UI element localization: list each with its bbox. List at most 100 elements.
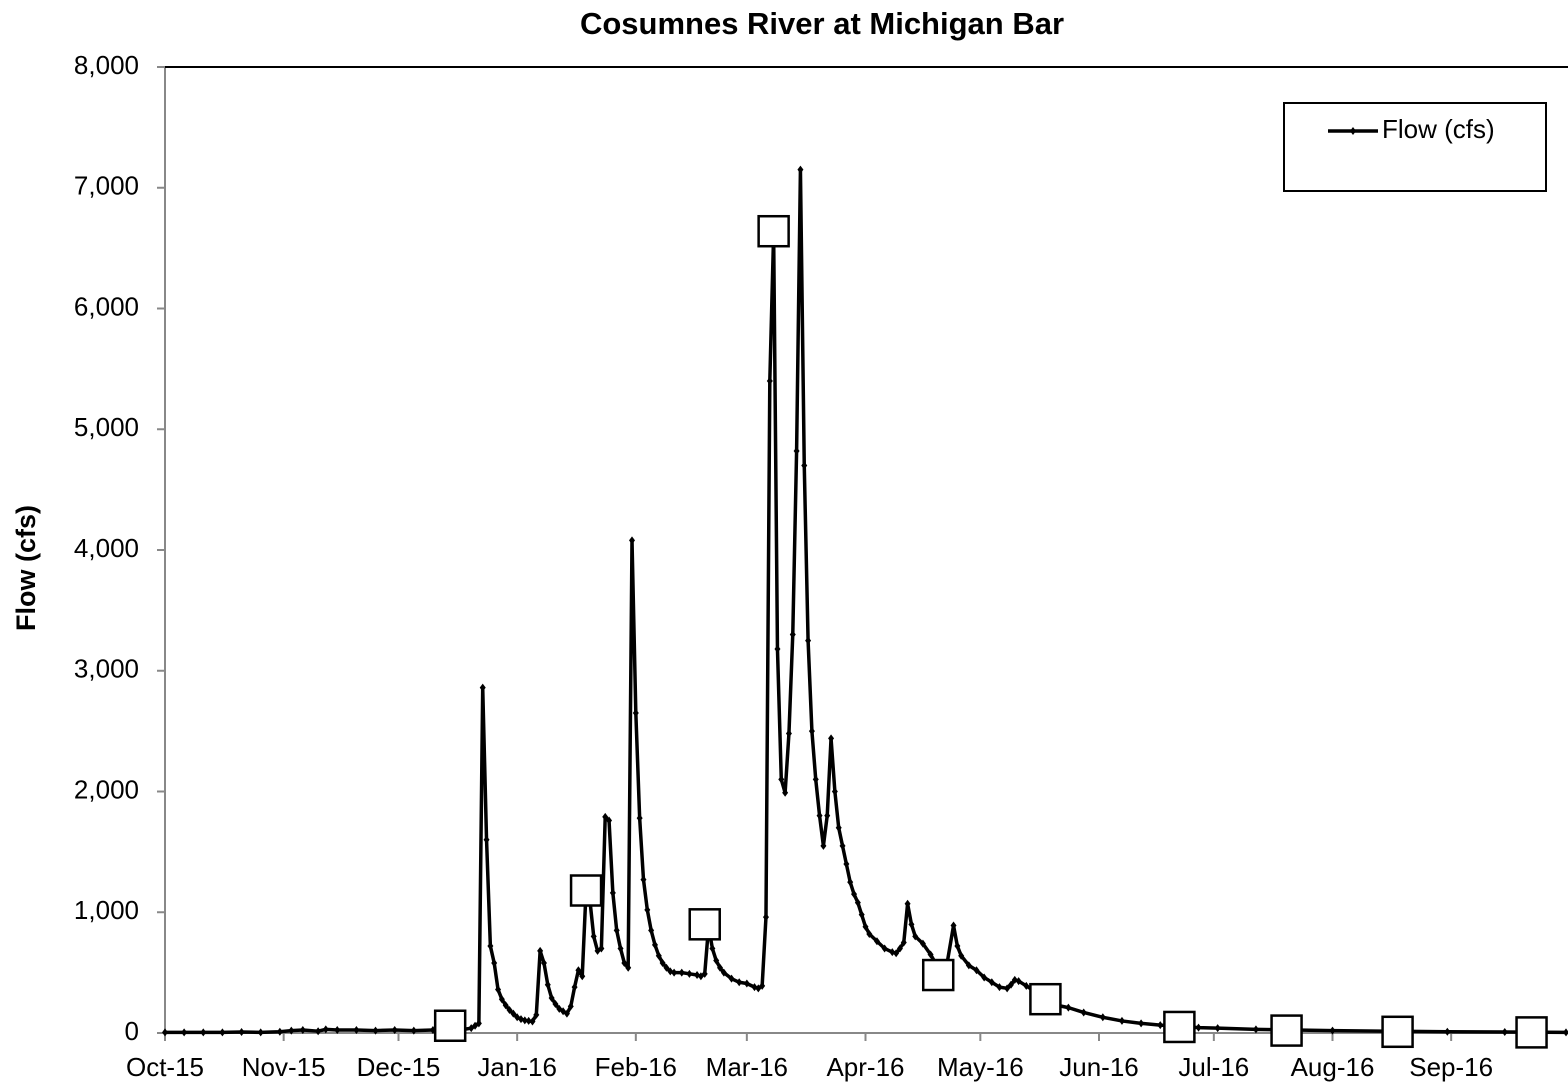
point-marker — [828, 734, 835, 743]
point-marker — [843, 859, 850, 868]
flow-line — [165, 167, 1567, 1035]
legend-marker — [1350, 127, 1356, 135]
point-marker — [659, 958, 666, 967]
point-marker — [835, 823, 842, 832]
point-marker — [487, 942, 494, 951]
point-marker — [632, 709, 639, 718]
x-tick-label: Apr-16 — [826, 1052, 904, 1082]
point-marker — [575, 966, 582, 975]
point-marker — [981, 973, 988, 982]
point-marker — [919, 939, 926, 948]
point-marker — [1004, 984, 1011, 993]
point-marker — [299, 1025, 306, 1034]
y-tick-label: 6,000 — [74, 291, 139, 321]
x-tick-label: Jun-16 — [1059, 1052, 1139, 1082]
point-marker — [958, 951, 965, 960]
point-marker — [334, 1025, 341, 1034]
point-marker — [315, 1027, 322, 1036]
point-marker — [736, 978, 743, 987]
square-marker — [569, 874, 603, 907]
point-marker — [219, 1028, 226, 1037]
point-marker — [636, 814, 643, 823]
point-marker — [238, 1028, 245, 1037]
point-marker — [839, 841, 846, 850]
point-marker — [950, 921, 957, 930]
point-marker — [625, 963, 632, 972]
point-marker — [479, 683, 486, 692]
legend-box — [1283, 102, 1547, 192]
point-marker — [1065, 1003, 1072, 1012]
point-marker — [873, 937, 880, 946]
point-marker — [529, 1017, 536, 1026]
point-marker — [896, 944, 903, 953]
x-tick-label: Nov-15 — [242, 1052, 326, 1082]
point-marker — [372, 1026, 379, 1035]
point-marker — [552, 1000, 559, 1009]
point-marker — [717, 963, 724, 972]
point-marker — [862, 922, 869, 931]
point-marker — [801, 461, 808, 470]
chart-title: Cosumnes River at Michigan Bar — [580, 6, 1064, 41]
point-marker — [181, 1028, 188, 1037]
point-marker — [579, 972, 586, 981]
point-marker — [1015, 977, 1022, 986]
point-marker — [904, 899, 911, 908]
x-tick-label: Jul-16 — [1178, 1052, 1249, 1082]
point-marker — [257, 1028, 264, 1037]
y-axis-label: Flow (cfs) — [11, 505, 41, 631]
square-marker — [1270, 1014, 1303, 1047]
point-marker — [728, 974, 735, 983]
point-marker — [831, 787, 838, 796]
square-marker — [921, 958, 955, 992]
point-marker — [686, 969, 693, 978]
point-marker — [789, 630, 796, 639]
point-marker — [1195, 1023, 1202, 1032]
point-marker — [1252, 1025, 1259, 1034]
point-marker — [521, 1016, 528, 1025]
point-marker — [1157, 1021, 1164, 1030]
y-tick-label: 5,000 — [74, 412, 139, 442]
point-marker — [720, 968, 727, 977]
x-tick-label: May-16 — [937, 1052, 1024, 1082]
point-marker — [602, 812, 609, 821]
point-marker — [908, 920, 915, 929]
point-marker — [678, 968, 685, 977]
point-marker — [391, 1025, 398, 1034]
point-marker — [793, 446, 800, 455]
point-marker — [709, 944, 716, 953]
point-marker — [502, 1001, 509, 1010]
point-marker — [824, 811, 831, 820]
point-marker — [613, 926, 620, 935]
point-marker — [410, 1026, 417, 1035]
point-marker — [701, 969, 708, 978]
point-marker — [820, 841, 827, 850]
point-marker — [629, 536, 635, 545]
point-marker — [1118, 1016, 1125, 1025]
point-marker — [567, 1002, 574, 1011]
legend-label: Flow (cfs) — [1382, 114, 1495, 144]
point-marker — [805, 636, 812, 645]
point-marker — [1023, 981, 1030, 990]
point-marker — [533, 1010, 540, 1019]
point-marker — [858, 910, 865, 919]
point-marker — [506, 1006, 513, 1015]
point-marker — [537, 946, 544, 955]
point-marker — [1329, 1026, 1336, 1035]
y-tick-label: 7,000 — [74, 171, 139, 201]
point-marker — [782, 788, 789, 797]
point-marker — [847, 878, 854, 887]
y-tick-label: 4,000 — [74, 533, 139, 563]
point-marker — [651, 940, 658, 949]
y-tick-label: 1,000 — [74, 895, 139, 925]
point-marker — [563, 1009, 570, 1018]
point-marker — [475, 1019, 482, 1028]
point-marker — [893, 949, 900, 958]
point-marker — [1080, 1008, 1087, 1017]
square-marker — [1381, 1015, 1414, 1049]
point-marker — [1214, 1024, 1221, 1033]
point-marker — [812, 775, 819, 784]
point-marker — [1563, 1028, 1568, 1037]
point-marker — [621, 958, 628, 967]
point-marker — [797, 165, 804, 174]
